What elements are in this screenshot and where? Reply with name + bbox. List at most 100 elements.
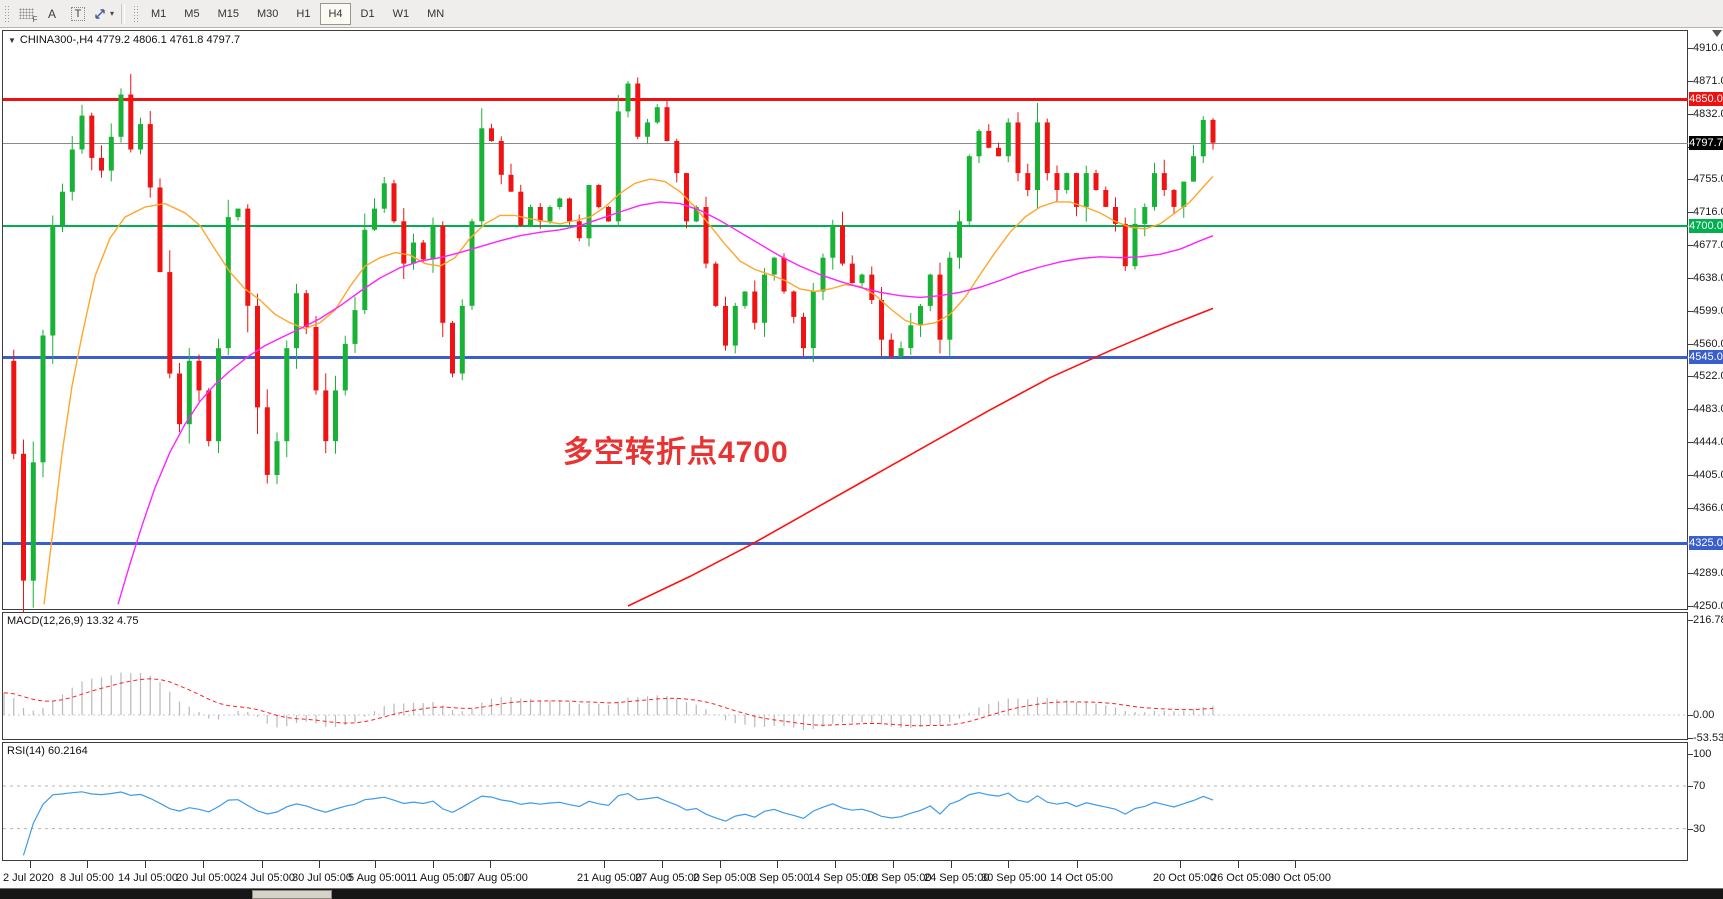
time-axis-tick [835,861,836,868]
time-axis-label: 27 Aug 05:00 [635,872,700,884]
scrollbar-thumb[interactable] [252,890,332,899]
axis-tick-label: 4444.0 [1693,436,1723,448]
toolbar: F A T ▾ M1 M5 M15 M30 H1 H4 D1 W1 MN [0,0,1723,28]
time-axis-tick [203,861,204,868]
axis-tick-label: 4405.0 [1693,468,1723,481]
axis-tick-mark [1688,212,1693,214]
time-axis-tick [662,861,663,868]
timeframe-button-w1[interactable]: W1 [392,7,410,20]
key-level-line[interactable] [3,224,1688,227]
main-chart-pane[interactable] [2,30,1688,610]
timeframe-button-h4[interactable]: H4 [320,2,351,25]
axis-tick-mark [1688,343,1693,345]
time-axis-tick [893,861,894,868]
axis-tick-label: -53.53 [1693,732,1723,745]
axis-tick-mark [1688,573,1693,575]
axis-tick-mark [1688,245,1693,246]
letter-t-icon: T [70,6,86,21]
macd-pane[interactable] [2,612,1688,740]
time-axis-tick [777,861,778,868]
timeframe-button-m1[interactable]: M1 [151,7,167,20]
time-axis-tick [87,861,88,868]
axis-tick-label: 4560.0 [1693,337,1723,350]
macd-label: MACD(12,26,9) 13.32 4.75 [7,615,139,627]
time-axis-tick [262,861,263,868]
axis-tick-label: 4677.0 [1693,239,1723,251]
axis-tick-mark [1688,48,1693,49]
letter-a-icon: A [47,6,56,21]
axis-tick-label: 4599.0 [1693,304,1723,317]
axis-tick-mark [1688,442,1693,443]
axis-tick-label: 4483.0 [1693,403,1723,416]
axis-tick-label: 4910.0 [1693,42,1723,54]
text-label-button[interactable]: A [40,2,64,25]
toolbar-grip[interactable] [3,3,10,24]
axis-tick-label: 4755.0 [1693,173,1723,186]
current-price-line [3,142,1688,144]
axis-tick-label: 4871.0 [1693,74,1723,87]
key-level-line[interactable] [3,97,1688,101]
timeframe-group: M1 M5 M15 M30 H1 H4 D1 W1 MN [142,2,453,25]
time-axis-tick [720,861,721,868]
axis-tick-label: 100 [1693,748,1712,760]
timeframe-button-d1[interactable]: D1 [360,7,375,20]
time-axis-label: 11 Aug 05:00 [406,872,471,884]
time-axis-tick [319,861,320,868]
time-axis-label: 14 Sep 05:00 [808,872,874,884]
time-axis-tick [375,861,376,868]
timeframe-button-m30[interactable]: M30 [256,7,279,20]
axis-tick-label: 70 [1693,780,1706,792]
time-axis-label: 18 Sep 05:00 [866,872,932,884]
time-axis-label: 5 Aug 05:00 [348,872,407,884]
axis-tick-label: 216.78 [1693,614,1723,626]
timeframe-button-m5[interactable]: M5 [184,7,200,20]
price-level-badge: 4797.7 [1689,135,1723,150]
rsi-label: RSI(14) 60.2164 [7,745,88,757]
time-axis-label: 14 Oct 05:00 [1050,872,1113,884]
chevron-down-icon: ▾ [109,9,114,18]
time-axis-tick [1295,861,1296,868]
chart-shift-marker-icon[interactable] [1712,30,1722,37]
collapse-triangle-icon[interactable]: ▼ [8,36,16,45]
time-axis-label: 30 Sep 05:00 [981,872,1047,884]
time-axis-label: 26 Oct 05:00 [1211,872,1274,884]
axis-tick-mark [1688,310,1693,312]
rsi-pane[interactable] [2,742,1688,861]
timeframe-button-h1[interactable]: H1 [296,7,311,20]
key-level-line[interactable] [3,355,1688,359]
timeframe-grip[interactable] [132,3,139,24]
axis-tick-label: 0.00 [1693,709,1715,721]
time-axis-label: 24 Sep 05:00 [924,872,990,884]
time-axis-tick [30,861,31,868]
time-axis-tick [604,861,605,868]
time-axis-tick [433,861,434,868]
timeframe-button-mn[interactable]: MN [427,7,445,20]
axis-tick-mark [1688,606,1693,608]
chart-shift-button[interactable]: F [14,2,38,25]
axis-tick-label: 4250.0 [1693,600,1723,613]
time-axis-tick [1180,861,1181,868]
axis-tick-mark [1688,474,1693,476]
time-axis-label: 8 Sep 05:00 [750,872,810,884]
axis-tick-label: 4832.0 [1693,107,1723,120]
key-level-line[interactable] [3,541,1688,545]
chart-annotation-text[interactable]: 多空转折点4700 [563,436,789,469]
timeframe-button-m15[interactable]: M15 [217,7,239,20]
objects-dropdown-button[interactable]: ▾ [92,2,116,25]
axis-tick-mark [1688,409,1693,411]
time-axis-tick [1238,861,1239,868]
horizontal-scrollbar[interactable] [0,888,1723,899]
axis-tick-label: 4366.0 [1693,501,1723,514]
axis-tick-label: 30 [1693,822,1706,835]
text-box-button[interactable]: T [66,2,90,25]
axis-tick-mark [1688,80,1693,82]
price-level-badge: 4325.0 [1689,535,1723,550]
time-axis-label: 14 Jul 05:00 [118,872,178,884]
axis-tick-mark [1688,715,1693,716]
axis-tick-mark [1688,828,1693,830]
toolbar-separator [121,3,125,24]
time-axis-label: 24 Jul 05:00 [235,872,295,884]
time-axis-label: 8 Jul 05:00 [60,872,114,884]
time-axis-label: 21 Aug 05:00 [577,872,642,884]
axis-tick-label: 4716.0 [1693,206,1723,219]
